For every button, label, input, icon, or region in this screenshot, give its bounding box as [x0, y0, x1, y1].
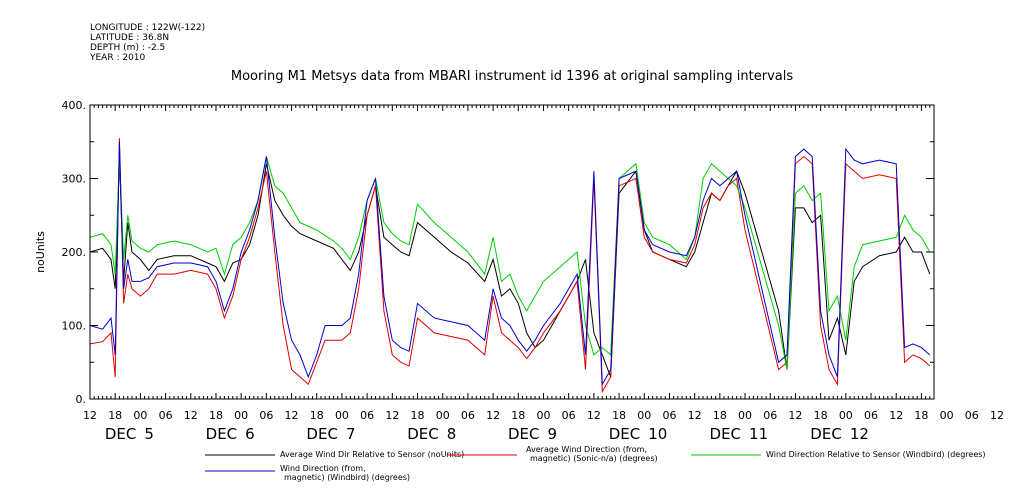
series-line-2: [89, 138, 931, 394]
plot-area: [89, 138, 931, 394]
x-tick-label: 00: [738, 409, 752, 422]
x-tick-label: 06: [562, 409, 576, 422]
legend-label-3: Wind Direction Relative to Sensor (Windb…: [766, 450, 986, 459]
day-number: 7: [346, 425, 356, 443]
x-tick-label: 18: [108, 409, 122, 422]
day-number: 12: [850, 425, 869, 443]
day-label: DEC: [810, 425, 842, 443]
x-tick-label: 18: [612, 409, 626, 422]
x-tick-label: 06: [461, 409, 475, 422]
meta-latitude: LATITUDE : 36.8N: [90, 33, 169, 43]
x-tick-label: 12: [688, 409, 702, 422]
legend: Average Wind Dir Relative to Sensor (noU…: [205, 445, 986, 482]
series-line-4: [89, 141, 931, 387]
legend-label-2: Average Wind Direction (from,: [526, 445, 647, 454]
day-label: DEC: [710, 425, 742, 443]
x-tick-label: 12: [83, 409, 97, 422]
y-tick-label: 400.: [62, 99, 87, 112]
day-number: 10: [648, 425, 667, 443]
x-tick-label: 00: [133, 409, 147, 422]
x-tick-label: 00: [637, 409, 651, 422]
day-label: DEC: [306, 425, 338, 443]
x-tick-label: 18: [713, 409, 727, 422]
x-tick-label: 06: [763, 409, 777, 422]
x-tick-label: 00: [839, 409, 853, 422]
x-tick-label: 06: [965, 409, 979, 422]
day-number: 11: [749, 425, 768, 443]
day-label: DEC: [609, 425, 641, 443]
x-tick-label: 00: [940, 409, 954, 422]
plot-frame: [89, 104, 935, 400]
x-tick-label: 00: [234, 409, 248, 422]
x-tick-label: 18: [310, 409, 324, 422]
x-tick-label: 18: [511, 409, 525, 422]
day-number: 6: [245, 425, 255, 443]
day-number: 5: [144, 425, 154, 443]
y-axis-label: noUnits: [34, 231, 47, 273]
x-tick-label: 12: [285, 409, 299, 422]
metadata-block: LONGITUDE : 122W(-122) LATITUDE : 36.8N …: [89, 23, 205, 63]
day-number: 9: [547, 425, 557, 443]
x-tick-label: 00: [335, 409, 349, 422]
legend-label-4: Wind Direction (from,: [280, 464, 366, 473]
meta-depth: DEPTH (m) : -2.5: [90, 43, 165, 53]
chart-title: Mooring M1 Metsys data from MBARI instru…: [231, 69, 793, 84]
day-label: DEC: [206, 425, 238, 443]
x-tick-label: 00: [436, 409, 450, 422]
x-tick-label: 18: [411, 409, 425, 422]
x-tick-label: 06: [259, 409, 273, 422]
legend-label-4-line2: magnetic) (Windbird) (degrees): [284, 473, 410, 482]
y-tick-label: 200.: [62, 246, 87, 259]
y-tick-label: 300.: [62, 173, 87, 186]
x-tick-label: 12: [486, 409, 500, 422]
axes: 12 18 00 06 12 18 00 06 12 18 00 06 12 18 00 06 12 18 00 06…: [62, 99, 1004, 443]
x-tick-label: 12: [587, 409, 601, 422]
day-label: DEC: [508, 425, 540, 443]
x-tick-label: 12: [990, 409, 1004, 422]
series-line-1: [89, 156, 931, 378]
y-tick-label: 100.: [62, 320, 87, 333]
day-label: DEC: [105, 425, 137, 443]
x-tick-label: 18: [814, 409, 828, 422]
meta-longitude: LONGITUDE : 122W(-122): [90, 23, 205, 33]
meta-year: YEAR : 2010: [89, 53, 146, 63]
day-number: 8: [447, 425, 457, 443]
x-tick-label: 06: [662, 409, 676, 422]
x-tick-label: 12: [788, 409, 802, 422]
x-tick-label: 12: [184, 409, 198, 422]
x-tick-label: 18: [914, 409, 928, 422]
series-line-3: [89, 156, 931, 370]
x-tick-label: 12: [889, 409, 903, 422]
y-tick-label: 0.: [76, 393, 87, 406]
x-tick-label: 06: [159, 409, 173, 422]
x-tick-label: 12: [385, 409, 399, 422]
x-tick-label: 18: [209, 409, 223, 422]
day-label: DEC: [407, 425, 439, 443]
x-tick-label: 06: [864, 409, 878, 422]
x-tick-label: 06: [360, 409, 374, 422]
legend-label-2-line2: magnetic) (Sonic-n/a) (degrees): [530, 454, 658, 463]
legend-label-1: Average Wind Dir Relative to Sensor (noU…: [280, 450, 464, 459]
x-tick-label: 00: [536, 409, 550, 422]
